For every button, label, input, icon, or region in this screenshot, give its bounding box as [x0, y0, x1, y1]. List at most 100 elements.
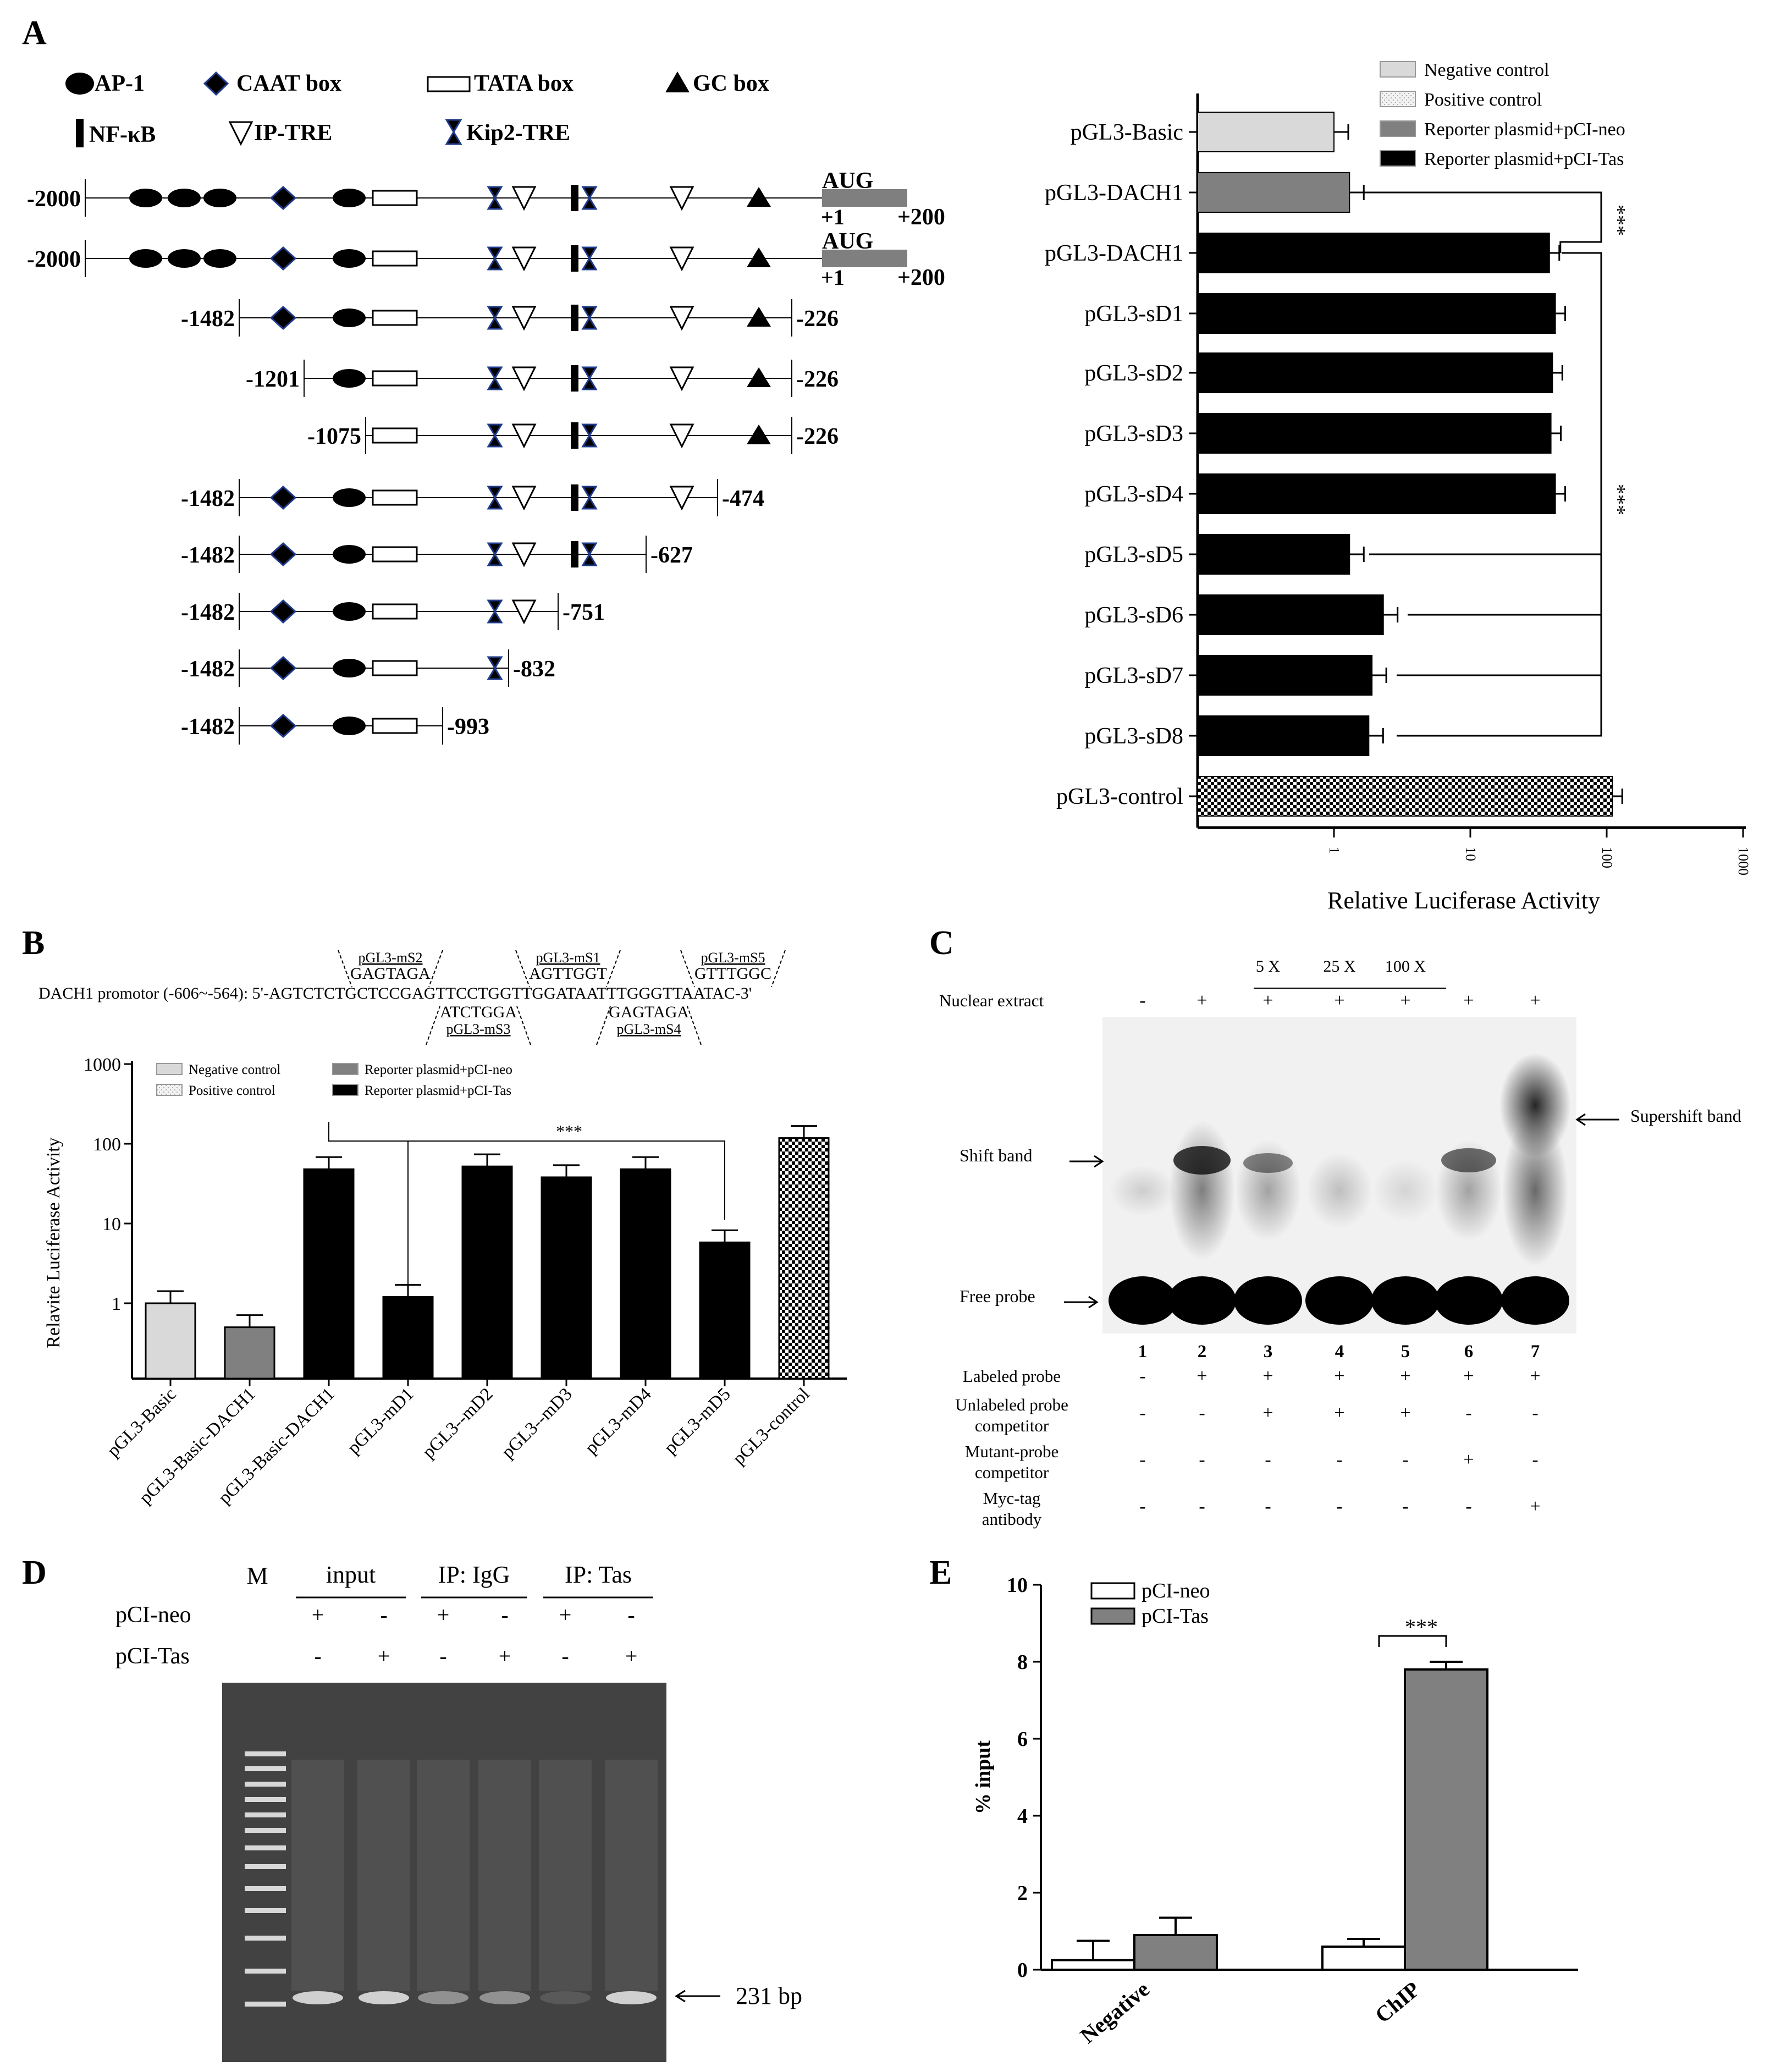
- b-bar: [699, 1241, 751, 1380]
- construct-start-label: -2000: [27, 247, 81, 272]
- legend-nfkb: NF-κB: [89, 122, 156, 147]
- tata-box-icon: [372, 427, 418, 444]
- lane-smear: [539, 1760, 592, 1991]
- ap1-icon: [333, 545, 366, 564]
- b-legend-label: Positive control: [189, 1083, 275, 1098]
- ip-tre-icon: [669, 246, 694, 272]
- aug-box: [822, 250, 907, 267]
- ap1-icon: [129, 249, 162, 268]
- b-bar: [778, 1137, 830, 1380]
- ladder-band: [245, 1886, 286, 1891]
- free-probe-label: Free probe: [960, 1286, 1035, 1306]
- panel-label-b: B: [22, 924, 45, 962]
- ap1-icon: [333, 249, 366, 268]
- pcr-band: [606, 1991, 657, 2004]
- mutation-sequence: GTTTGGC: [694, 965, 771, 983]
- lane-smear: [357, 1760, 410, 1991]
- e-y-tick-label: 10: [1007, 1574, 1028, 1597]
- ip-tre-icon: [669, 186, 694, 211]
- lane-number: 5: [1401, 1342, 1410, 1362]
- emsa-row-label: Unlabeled probe competitor: [955, 1395, 1068, 1435]
- gel-row-sign: +: [559, 1602, 572, 1627]
- emsa-smear: [1110, 1165, 1176, 1216]
- construct-start-label: -1201: [246, 367, 300, 392]
- emsa-row-sign: -: [1199, 1496, 1205, 1517]
- e-bar: [1321, 1946, 1406, 1971]
- lane-smear: [605, 1760, 658, 1991]
- panel-e-chip-chart: 0 2 4 6 8 10 % input Negative ChIP *** pCI-neo pCI-…: [972, 1574, 1578, 2048]
- a-category-label: pGL3-DACH1: [1045, 241, 1183, 266]
- b-legend-swatch: [156, 1084, 183, 1096]
- a-category-label: pGL3-sD3: [1084, 421, 1183, 447]
- construct-end-label: -993: [447, 714, 489, 740]
- b-y-tick-label: 1000: [84, 1055, 121, 1075]
- kip2-tre-icon: [581, 542, 598, 566]
- ladder-band: [245, 1812, 286, 1817]
- b-legend-label: Negative control: [189, 1062, 280, 1077]
- e-legend-label: pCI-neo: [1142, 1579, 1210, 1602]
- mutation-name: pGL3-mS1: [536, 950, 600, 966]
- kip2-tre-icon: [445, 119, 462, 145]
- gc-box-icon: [665, 71, 690, 92]
- plus1-label: +1: [821, 265, 845, 290]
- e-legend-swatch: [1090, 1607, 1135, 1625]
- construct-end-label: -226: [796, 424, 839, 449]
- gc-box-icon: [747, 187, 771, 207]
- ip-tre-icon: [511, 186, 537, 211]
- emsa-row-sign: +: [1463, 1366, 1474, 1386]
- nfkb-icon: [76, 119, 84, 147]
- e-y-tick-label: 4: [1017, 1805, 1028, 1828]
- free-probe-band: [1234, 1276, 1302, 1325]
- tata-box-icon: [372, 250, 418, 267]
- mutation-name: pGL3-mS4: [617, 1021, 681, 1037]
- free-probe-band: [1168, 1276, 1236, 1325]
- ap1-icon: [333, 488, 366, 507]
- emsa-row-sign: +: [1334, 1403, 1344, 1423]
- gel-row-label: pCI-Tas: [115, 1644, 190, 1669]
- ip-tre-icon: [511, 246, 537, 272]
- nfkb-icon: [571, 365, 578, 392]
- construct-row: -1482 -627: [181, 536, 693, 573]
- ap1-icon: [203, 189, 236, 207]
- a-legend-swatch: [1380, 120, 1416, 137]
- gel-row-sign: -: [627, 1602, 635, 1627]
- panel-a-luciferase-chart: 1 10 100 1000 Relative Luciferase Activity pG…: [1045, 60, 1751, 914]
- a-legend-label: Reporter plasmid+pCI-Tas: [1424, 149, 1624, 169]
- ap1-icon: [333, 717, 366, 735]
- a-bracket-1: [1360, 191, 1602, 253]
- caat-box-icon: [269, 185, 297, 211]
- gel-row-sign: -: [314, 1644, 321, 1668]
- pcr-band: [418, 1991, 468, 2004]
- ap1-icon: [333, 369, 366, 388]
- lane-smear: [417, 1760, 470, 1991]
- nuclear-extract-sign: +: [1463, 990, 1474, 1011]
- panel-b-promoter-sequence: DACH1 promotor (-606~-564): 5'-AGTCTCTGC…: [38, 950, 786, 1045]
- competitor-concentration: 100 X: [1385, 957, 1426, 976]
- legend-gc: GC box: [693, 71, 769, 96]
- a-bar: [1197, 293, 1556, 334]
- nuclear-extract-label: Nuclear extract: [939, 991, 1044, 1010]
- e-y-tick-label: 0: [1017, 1959, 1028, 1982]
- shift-band: [1243, 1153, 1293, 1173]
- caat-box-icon: [203, 71, 229, 96]
- b-category-label: pGL3--mD2: [419, 1384, 497, 1462]
- e-legend-swatch: [1090, 1582, 1135, 1600]
- construct-start-label: -1482: [181, 486, 235, 511]
- emsa-row-sign: -: [1139, 1496, 1145, 1517]
- ip-tre-icon: [511, 366, 537, 392]
- kip2-tre-icon: [581, 486, 598, 510]
- b-legend-swatch: [332, 1084, 359, 1096]
- plus1-label: +1: [821, 205, 845, 229]
- marker-label: M: [246, 1562, 268, 1589]
- emsa-row-sign: -: [1265, 1450, 1271, 1470]
- e-category-label: ChIP: [1370, 1976, 1425, 2027]
- tata-box-icon: [372, 489, 418, 506]
- nuclear-extract-sign: -: [1139, 990, 1145, 1011]
- ap1-icon: [168, 189, 201, 207]
- e-bar: [1051, 1959, 1135, 1971]
- emsa-row-sign: -: [1336, 1496, 1342, 1517]
- b-bar: [541, 1176, 592, 1380]
- emsa-row-sign: +: [1400, 1403, 1410, 1423]
